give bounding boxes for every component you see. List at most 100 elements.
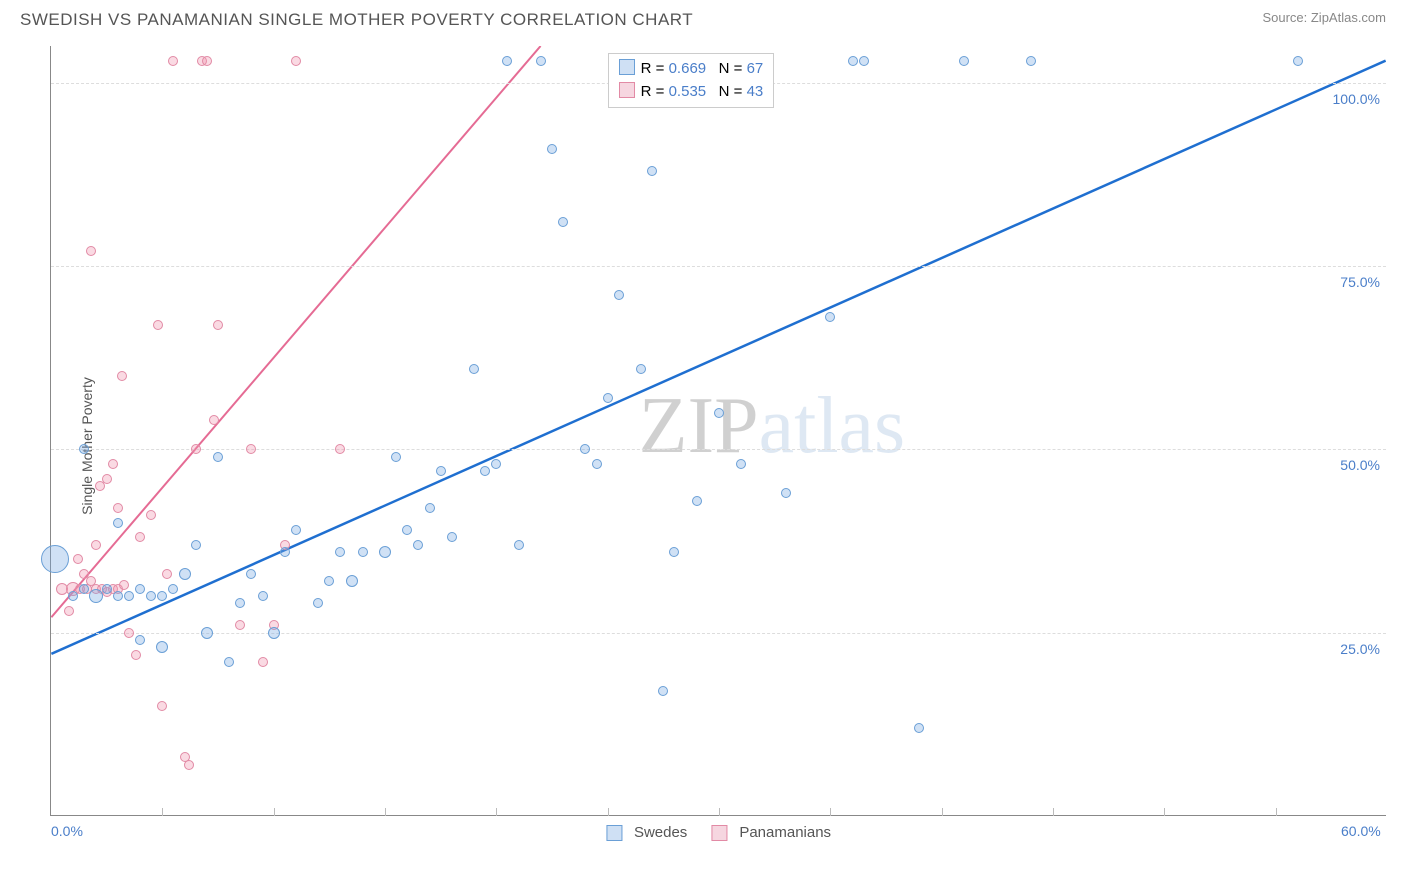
legend-stats-row: R = 0.535 N = 43 — [619, 81, 764, 104]
grid-h — [51, 633, 1386, 634]
scatter-point — [157, 591, 167, 601]
scatter-point — [714, 408, 724, 418]
scatter-point — [324, 576, 334, 586]
scatter-point — [64, 606, 74, 616]
scatter-point — [135, 584, 145, 594]
scatter-point — [558, 217, 568, 227]
scatter-point — [73, 554, 83, 564]
scatter-point — [102, 474, 112, 484]
trend-line — [51, 61, 1385, 654]
scatter-point — [213, 452, 223, 462]
x-minor-tick — [274, 808, 275, 816]
scatter-point — [135, 532, 145, 542]
n-label: N = — [719, 83, 747, 100]
scatter-point — [1293, 56, 1303, 66]
scatter-point — [156, 641, 168, 653]
scatter-point — [41, 545, 69, 573]
legend-series-item: Swedes — [606, 824, 687, 841]
legend-series-item: Panamanians — [711, 824, 831, 841]
scatter-point — [469, 364, 479, 374]
scatter-point — [119, 580, 129, 590]
scatter-point — [859, 56, 869, 66]
scatter-point — [108, 459, 118, 469]
scatter-point — [658, 686, 668, 696]
legend-swatch — [606, 825, 622, 841]
scatter-point — [603, 393, 613, 403]
scatter-point — [391, 452, 401, 462]
scatter-point — [258, 591, 268, 601]
scatter-point — [113, 591, 123, 601]
chart-plot-area: ZIPatlas 25.0%50.0%75.0%100.0%0.0%60.0%R… — [50, 46, 1386, 816]
scatter-point — [191, 444, 201, 454]
scatter-point — [848, 56, 858, 66]
scatter-point — [447, 532, 457, 542]
scatter-point — [246, 569, 256, 579]
watermark-zip: ZIP — [639, 381, 759, 469]
x-minor-tick — [942, 808, 943, 816]
legend-swatch — [619, 59, 635, 75]
x-tick-label: 60.0% — [1341, 823, 1381, 839]
scatter-point — [636, 364, 646, 374]
scatter-point — [124, 591, 134, 601]
trend-lines-svg — [51, 46, 1386, 815]
scatter-point — [358, 547, 368, 557]
scatter-point — [491, 459, 501, 469]
scatter-point — [213, 320, 223, 330]
n-value: 43 — [747, 83, 764, 100]
scatter-point — [647, 166, 657, 176]
scatter-point — [592, 459, 602, 469]
y-tick-label: 100.0% — [1333, 91, 1380, 107]
scatter-point — [914, 723, 924, 733]
scatter-point — [202, 56, 212, 66]
scatter-point — [402, 525, 412, 535]
watermark-atlas: atlas — [759, 381, 906, 469]
source-link[interactable]: ZipAtlas.com — [1311, 10, 1386, 25]
scatter-point — [781, 488, 791, 498]
x-minor-tick — [830, 808, 831, 816]
scatter-point — [580, 444, 590, 454]
scatter-point — [480, 466, 490, 476]
scatter-point — [162, 569, 172, 579]
scatter-point — [86, 246, 96, 256]
r-value: 0.535 — [669, 83, 707, 100]
x-minor-tick — [608, 808, 609, 816]
legend-stats: R = 0.669 N = 67R = 0.535 N = 43 — [608, 53, 775, 108]
x-tick-label: 0.0% — [51, 823, 83, 839]
scatter-point — [425, 503, 435, 513]
scatter-point — [146, 510, 156, 520]
scatter-point — [736, 459, 746, 469]
n-value: 67 — [747, 60, 764, 77]
legend-swatch — [711, 825, 727, 841]
scatter-point — [113, 518, 123, 528]
y-tick-label: 75.0% — [1340, 274, 1380, 290]
x-minor-tick — [385, 808, 386, 816]
scatter-point — [146, 591, 156, 601]
scatter-point — [209, 415, 219, 425]
legend-stats-row: R = 0.669 N = 67 — [619, 58, 764, 81]
scatter-point — [291, 525, 301, 535]
scatter-point — [346, 575, 358, 587]
scatter-point — [157, 701, 167, 711]
n-label: N = — [719, 60, 747, 77]
scatter-point — [258, 657, 268, 667]
x-minor-tick — [162, 808, 163, 816]
scatter-point — [268, 627, 280, 639]
scatter-point — [502, 56, 512, 66]
scatter-point — [235, 598, 245, 608]
r-value: 0.669 — [669, 60, 707, 77]
scatter-point — [184, 760, 194, 770]
scatter-point — [547, 144, 557, 154]
scatter-point — [117, 371, 127, 381]
scatter-point — [536, 56, 546, 66]
scatter-point — [1026, 56, 1036, 66]
scatter-point — [235, 620, 245, 630]
x-minor-tick — [1053, 808, 1054, 816]
scatter-point — [313, 598, 323, 608]
chart-title: SWEDISH VS PANAMANIAN SINGLE MOTHER POVE… — [20, 10, 693, 30]
scatter-point — [825, 312, 835, 322]
legend-series-label: Panamanians — [739, 824, 831, 841]
scatter-point — [335, 547, 345, 557]
scatter-point — [413, 540, 423, 550]
watermark: ZIPatlas — [639, 380, 906, 471]
y-tick-label: 50.0% — [1340, 457, 1380, 473]
